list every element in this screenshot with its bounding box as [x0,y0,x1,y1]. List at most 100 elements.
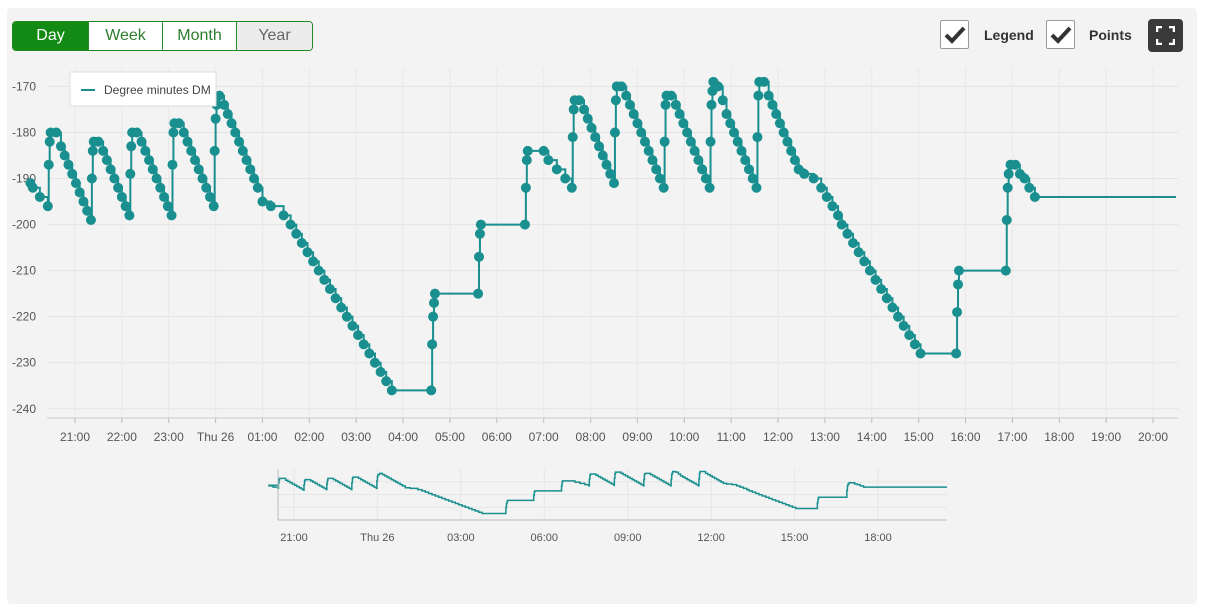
data-point [609,127,620,138]
data-point [427,339,438,350]
data-point [520,182,531,193]
range-selector: Day Week Month Year [12,21,313,51]
range-day-button[interactable]: Day [13,22,89,50]
range-month-button[interactable]: Month [163,22,237,50]
data-point [747,173,758,184]
x-tick-label: 09:00 [622,430,652,444]
data-point [85,214,96,225]
data-point [953,265,964,276]
data-point [113,182,124,193]
data-point [230,127,241,138]
checkmark-icon [944,26,966,44]
data-point [904,330,915,341]
x-tick-label: 15:00 [904,430,934,444]
data-point [864,265,875,276]
x-tick-label: 19:00 [1091,430,1121,444]
data-point [330,293,341,304]
data-point [120,201,131,212]
data-point [567,132,578,143]
data-point [51,127,62,138]
x-tick-label: 06:00 [482,430,512,444]
data-point [551,164,562,175]
data-point [1000,265,1011,276]
data-point [201,182,212,193]
fullscreen-button[interactable] [1148,19,1183,52]
range-year-button[interactable]: Year [237,22,312,50]
data-point [893,311,904,322]
data-point [474,228,485,239]
data-point [597,150,608,161]
data-point [848,238,859,248]
data-point [222,109,233,120]
navigator-tick-label: 15:00 [781,532,809,544]
data-point [381,376,392,387]
data-point [915,348,926,359]
navigator-tick-label: 18:00 [864,532,892,544]
data-point [789,155,800,166]
legend-checkbox[interactable] [940,20,969,49]
data-point [182,136,193,147]
data-point [197,173,208,184]
y-axis: -170-180-190-200-210-220-230-240 [12,79,36,415]
data-point [189,155,200,166]
data-point [594,141,605,152]
x-axis: 21:00 22:00 23:00 Thu 26 01:00 02:00 03:00 04:0… [47,417,1178,444]
x-tick-label: 08:00 [576,430,606,444]
data-point [245,164,256,175]
data-point [226,118,237,129]
data-point [953,279,964,290]
x-tick-label: 12:00 [763,430,793,444]
data-point [842,228,853,239]
points-checkbox[interactable] [1046,20,1075,49]
data-point [386,385,397,396]
x-tick-label: 18:00 [1044,430,1074,444]
y-tick-label: -180 [12,125,36,139]
data-point [87,145,98,156]
data-point [654,173,665,184]
data-point [1010,159,1021,170]
x-tick-label: 07:00 [529,430,559,444]
data-point [682,127,693,138]
data-point [543,155,554,166]
navigator-tick-label: 21:00 [280,532,308,544]
data-point [1029,191,1040,202]
data-point [816,182,827,193]
data-point [109,173,120,184]
data-point [566,182,577,193]
data-point [43,159,54,170]
data-point [767,99,778,110]
data-point [639,136,650,147]
legend: Degree minutes DM [69,71,217,107]
data-point [341,311,352,322]
data-point [628,109,639,120]
data-point [740,155,751,166]
data-point [324,284,335,295]
data-point [1001,214,1012,225]
data-point [319,274,330,285]
data-point [347,320,358,331]
data-point [296,238,307,248]
y-tick-label: -210 [12,264,36,278]
data-point [336,302,347,313]
navigator[interactable]: 21:00 Thu 26 03:00 06:00 09:00 12:00 15:00 18:0… [268,469,947,544]
data-point [952,307,963,318]
data-point [429,297,440,308]
data-point [364,348,375,359]
data-point [105,164,116,175]
data-point [353,330,364,341]
y-tick-label: -230 [12,356,36,370]
data-point [560,173,571,184]
x-tick-label: 14:00 [857,430,887,444]
y-tick-label: -170 [12,79,36,93]
data-point [126,141,137,152]
data-point [778,127,789,138]
y-tick-label: -240 [12,402,36,416]
data-point [1003,168,1014,179]
data-point [42,201,53,212]
data-point [887,302,898,313]
data-point [881,293,892,304]
data-point [475,219,486,230]
range-week-button[interactable]: Week [89,22,163,50]
data-point [601,159,612,170]
data-point [74,187,85,198]
